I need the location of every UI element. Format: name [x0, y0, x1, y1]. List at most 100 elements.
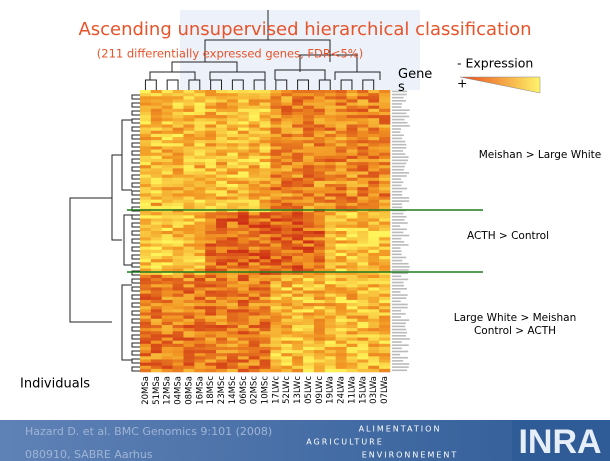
heatmap-cell — [194, 175, 205, 178]
heatmap-cell — [194, 347, 205, 350]
heatmap-cell — [303, 112, 314, 115]
heatmap-cell — [249, 240, 260, 243]
heatmap-cell — [368, 278, 379, 281]
heatmap-cell — [140, 240, 151, 243]
heatmap-cell — [227, 234, 238, 237]
heatmap-cell — [249, 181, 260, 184]
heatmap-cell — [303, 294, 314, 297]
heatmap-cell — [357, 259, 368, 262]
heatmap-cell — [173, 206, 184, 209]
heatmap-cell — [281, 275, 292, 278]
heatmap-cell — [238, 146, 249, 149]
heatmap-cell — [357, 319, 368, 322]
heatmap-cell — [216, 306, 227, 309]
heatmap-cell — [347, 225, 358, 228]
heatmap-cell — [183, 159, 194, 162]
heatmap-cell — [357, 228, 368, 231]
heatmap-cell — [151, 212, 162, 215]
heatmap-cell — [238, 262, 249, 265]
heatmap-cell — [249, 356, 260, 359]
heatmap-cell — [238, 103, 249, 106]
heatmap-cell — [260, 118, 271, 121]
heatmap-cell — [216, 297, 227, 300]
heatmap-cell — [238, 294, 249, 297]
heatmap-cell — [205, 262, 216, 265]
heatmap-cell — [183, 178, 194, 181]
heatmap-cell — [303, 143, 314, 146]
heatmap-cell — [227, 338, 238, 341]
heatmap-cell — [379, 319, 390, 322]
heatmap-cell — [194, 294, 205, 297]
heatmap-cell — [357, 171, 368, 174]
sample-label: 12MSa — [163, 376, 173, 405]
heatmap-cell — [238, 338, 249, 341]
heatmap-cell — [368, 353, 379, 356]
heatmap-cell — [357, 341, 368, 344]
heatmap-cell — [368, 156, 379, 159]
heatmap-cell — [249, 306, 260, 309]
heatmap-cell — [140, 350, 151, 353]
heatmap-cell — [140, 121, 151, 124]
heatmap-cell — [173, 109, 184, 112]
heatmap-cell — [227, 200, 238, 203]
heatmap-cell — [292, 218, 303, 221]
heatmap-cell — [151, 181, 162, 184]
heatmap-cell — [227, 118, 238, 121]
heatmap-cell — [347, 118, 358, 121]
heatmap-cell — [183, 171, 194, 174]
heatmap-cell — [281, 312, 292, 315]
heatmap-cell — [379, 200, 390, 203]
heatmap-cell — [238, 93, 249, 96]
heatmap-cell — [325, 184, 336, 187]
heatmap-cell — [183, 175, 194, 178]
heatmap-cell — [357, 353, 368, 356]
heatmap-cell — [151, 222, 162, 225]
heatmap-cell — [205, 231, 216, 234]
heatmap-cell — [292, 341, 303, 344]
heatmap-cell — [357, 350, 368, 353]
heatmap-cell — [281, 128, 292, 131]
heatmap-cell — [173, 99, 184, 102]
dendrogram-branch — [132, 127, 140, 131]
heatmap-cell — [173, 231, 184, 234]
heatmap-cell — [162, 344, 173, 347]
heatmap-cell — [270, 203, 281, 206]
heatmap-cell — [216, 137, 227, 140]
heatmap-cell — [292, 325, 303, 328]
heatmap-cell — [216, 300, 227, 303]
heatmap-cell — [260, 143, 271, 146]
heatmap-cell — [194, 124, 205, 127]
heatmap-cell — [216, 309, 227, 312]
heatmap-cell — [183, 150, 194, 153]
heatmap-cell — [194, 253, 205, 256]
heatmap-cell — [249, 222, 260, 225]
heatmap-cell — [357, 128, 368, 131]
heatmap-cell — [325, 121, 336, 124]
heatmap-cell — [292, 178, 303, 181]
heatmap-cell — [162, 137, 173, 140]
heatmap-cell — [151, 159, 162, 162]
heatmap-cell — [162, 118, 173, 121]
heatmap-cell — [183, 165, 194, 168]
dendrogram-branch — [112, 155, 122, 240]
heatmap-cell — [325, 297, 336, 300]
heatmap-cell — [249, 206, 260, 209]
heatmap-cell — [314, 165, 325, 168]
motto: AGRICULTURE — [306, 438, 384, 447]
heatmap-cell — [303, 291, 314, 294]
heatmap-cell — [227, 96, 238, 99]
heatmap-cell — [357, 225, 368, 228]
heatmap-cell — [194, 99, 205, 102]
heatmap-cell — [238, 347, 249, 350]
heatmap-cell — [314, 237, 325, 240]
heatmap-cell — [314, 222, 325, 225]
heatmap-cell — [303, 331, 314, 334]
legend-gradient — [460, 77, 540, 93]
heatmap-cell — [325, 175, 336, 178]
heatmap-cell — [205, 165, 216, 168]
heatmap-cell — [336, 250, 347, 253]
dendrogram-branch — [132, 335, 140, 339]
heatmap-cell — [183, 128, 194, 131]
gene-name — [392, 257, 406, 259]
heatmap-cell — [357, 300, 368, 303]
